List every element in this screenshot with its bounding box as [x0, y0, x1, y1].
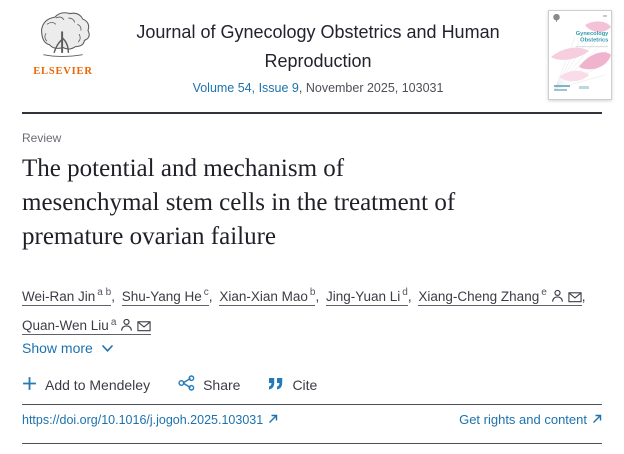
- chevron-down-icon: [101, 340, 114, 356]
- elsevier-logo[interactable]: ELSEVIER: [30, 10, 96, 77]
- cover-footer-text-bar: [554, 85, 570, 87]
- cover-corner-mark: [603, 15, 607, 17]
- cover-journal-name: Gynecology Obstetrics: [575, 31, 608, 48]
- volume-issue-line: Volume 54, Issue 9, November 2025, 10303…: [100, 81, 536, 95]
- author-separator: ,: [581, 288, 586, 304]
- cover-elsevier-mark-icon: [553, 14, 560, 23]
- get-rights-label: Get rights and content: [459, 412, 587, 427]
- journal-title-link[interactable]: Journal of Gynecology Obstetrics and Hum…: [136, 22, 500, 71]
- share-icon: [178, 375, 195, 394]
- envelope-icon[interactable]: [568, 287, 582, 311]
- journal-cover-image[interactable]: Gynecology Obstetrics: [548, 10, 612, 100]
- author-separator: ,: [407, 288, 412, 304]
- person-icon[interactable]: [551, 287, 564, 311]
- divider: [22, 443, 602, 444]
- get-rights-link[interactable]: Get rights and content: [459, 412, 602, 427]
- author-separator: ,: [111, 288, 115, 304]
- show-more-button[interactable]: Show more: [22, 340, 114, 356]
- author-list: Wei-Ran Jin a b, Shu-Yang He c, Xian-Xian …: [22, 281, 607, 340]
- envelope-icon[interactable]: [137, 316, 152, 340]
- cover-artwork: [551, 21, 611, 90]
- journal-banner: Journal of Gynecology Obstetrics and Hum…: [100, 18, 536, 95]
- cite-button[interactable]: Cite: [268, 377, 317, 393]
- cover-issn-bar: [579, 86, 589, 89]
- cite-quote-icon: [268, 377, 284, 393]
- doi-text: https://doi.org/10.1016/j.jogoh.2025.103…: [22, 412, 264, 427]
- author-link[interactable]: Shu-Yang He c: [121, 287, 209, 306]
- external-link-icon: [592, 412, 602, 427]
- share-button[interactable]: Share: [178, 375, 240, 394]
- add-to-mendeley-button[interactable]: Add to Mendeley: [22, 376, 150, 394]
- author-link-corresponding[interactable]: Xiang-Cheng Zhang e: [418, 287, 582, 306]
- author-link[interactable]: Jing-Yuan Li d: [325, 287, 408, 306]
- volume-issue-link[interactable]: Volume 54, Issue 9: [192, 81, 299, 95]
- author-link[interactable]: Wei-Ran Jin a b: [22, 287, 112, 306]
- author-link-corresponding[interactable]: Quan-Wen Liu a: [22, 317, 152, 335]
- article-title: The potential and mechanism of mesenchyma…: [22, 155, 456, 250]
- action-toolbar: Add to Mendeley Share Cite: [22, 375, 317, 394]
- volume-issue-suffix: , November 2025, 103031: [298, 81, 444, 95]
- doi-link[interactable]: https://doi.org/10.1016/j.jogoh.2025.103…: [22, 413, 278, 427]
- divider: [22, 404, 602, 405]
- author-link[interactable]: Xian-Xian Mao b: [219, 287, 316, 306]
- author-separator: ,: [208, 288, 213, 304]
- elsevier-tree-icon: [34, 10, 92, 65]
- person-icon[interactable]: [120, 316, 133, 340]
- cite-label: Cite: [292, 376, 318, 393]
- elsevier-wordmark: ELSEVIER: [33, 66, 93, 77]
- cover-footer-text-bar: [554, 89, 567, 91]
- author-separator: ,: [315, 288, 320, 304]
- article-category-label: Review: [22, 131, 62, 145]
- share-label: Share: [203, 376, 241, 393]
- doi-rights-row: https://doi.org/10.1016/j.jogoh.2025.103…: [22, 412, 602, 427]
- external-link-icon: [268, 413, 278, 427]
- plus-icon: [22, 376, 37, 394]
- add-to-mendeley-label: Add to Mendeley: [45, 376, 151, 393]
- header-divider: [22, 112, 602, 114]
- show-more-label: Show more: [22, 340, 93, 356]
